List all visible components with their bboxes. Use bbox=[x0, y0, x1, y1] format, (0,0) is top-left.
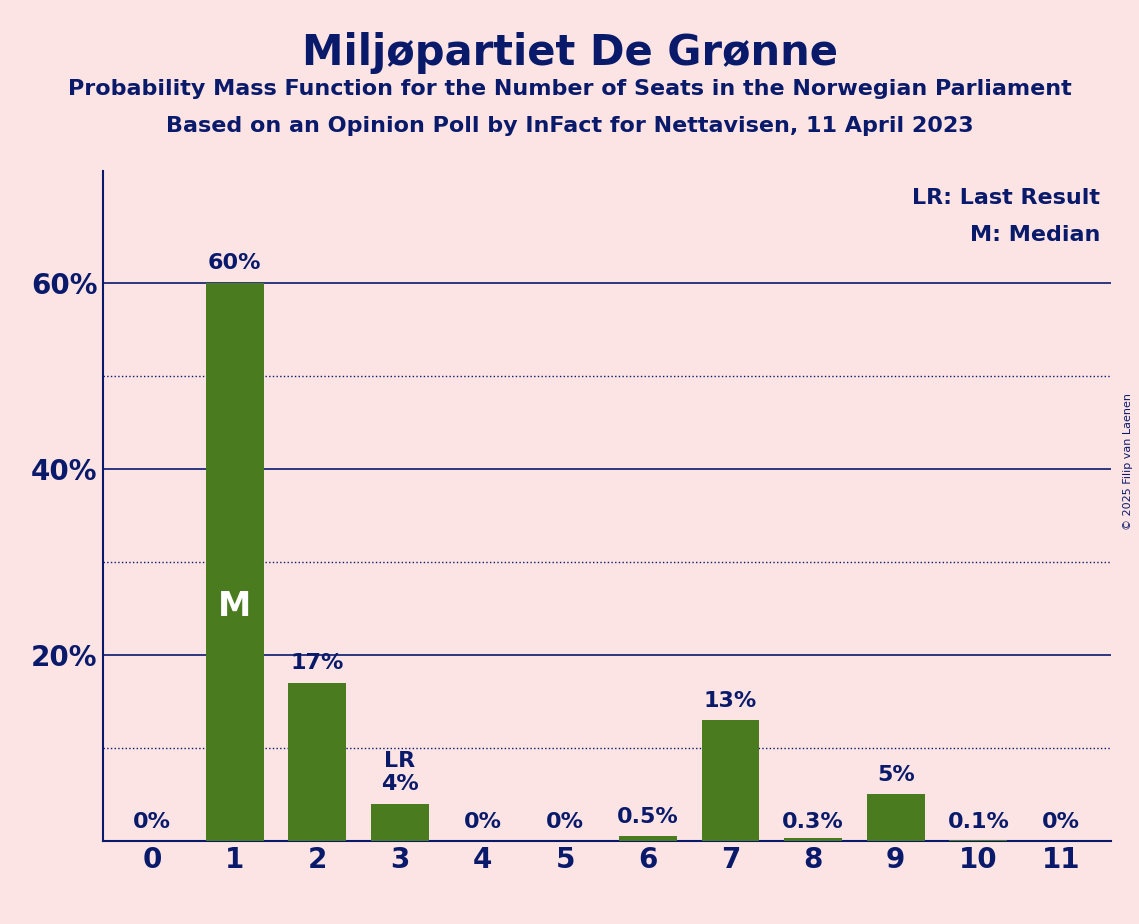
Text: Probability Mass Function for the Number of Seats in the Norwegian Parliament: Probability Mass Function for the Number… bbox=[67, 79, 1072, 99]
Text: 0%: 0% bbox=[464, 811, 501, 832]
Text: 5%: 5% bbox=[877, 765, 915, 785]
Text: M: M bbox=[218, 590, 252, 623]
Text: 0%: 0% bbox=[133, 811, 171, 832]
Bar bbox=[784, 838, 842, 841]
Text: M: Median: M: Median bbox=[970, 225, 1100, 245]
Text: Based on an Opinion Poll by InFact for Nettavisen, 11 April 2023: Based on an Opinion Poll by InFact for N… bbox=[165, 116, 974, 136]
Text: LR: Last Result: LR: Last Result bbox=[912, 188, 1100, 208]
Text: 0%: 0% bbox=[547, 811, 584, 832]
Text: 0.1%: 0.1% bbox=[948, 811, 1009, 832]
Text: 4%: 4% bbox=[382, 774, 419, 795]
Text: 60%: 60% bbox=[208, 253, 262, 274]
Text: Miljøpartiet De Grønne: Miljøpartiet De Grønne bbox=[302, 32, 837, 74]
Text: 13%: 13% bbox=[704, 690, 757, 711]
Text: 17%: 17% bbox=[290, 653, 344, 674]
Bar bbox=[371, 804, 429, 841]
Text: 0.3%: 0.3% bbox=[782, 811, 844, 832]
Text: 0.5%: 0.5% bbox=[617, 807, 679, 827]
Text: LR: LR bbox=[384, 751, 416, 771]
Bar bbox=[702, 720, 760, 841]
Text: 0%: 0% bbox=[1042, 811, 1080, 832]
Bar bbox=[867, 795, 925, 841]
Bar bbox=[950, 840, 1007, 841]
Bar bbox=[618, 836, 677, 841]
Text: © 2025 Filip van Laenen: © 2025 Filip van Laenen bbox=[1123, 394, 1133, 530]
Bar bbox=[206, 283, 263, 841]
Bar bbox=[288, 683, 346, 841]
